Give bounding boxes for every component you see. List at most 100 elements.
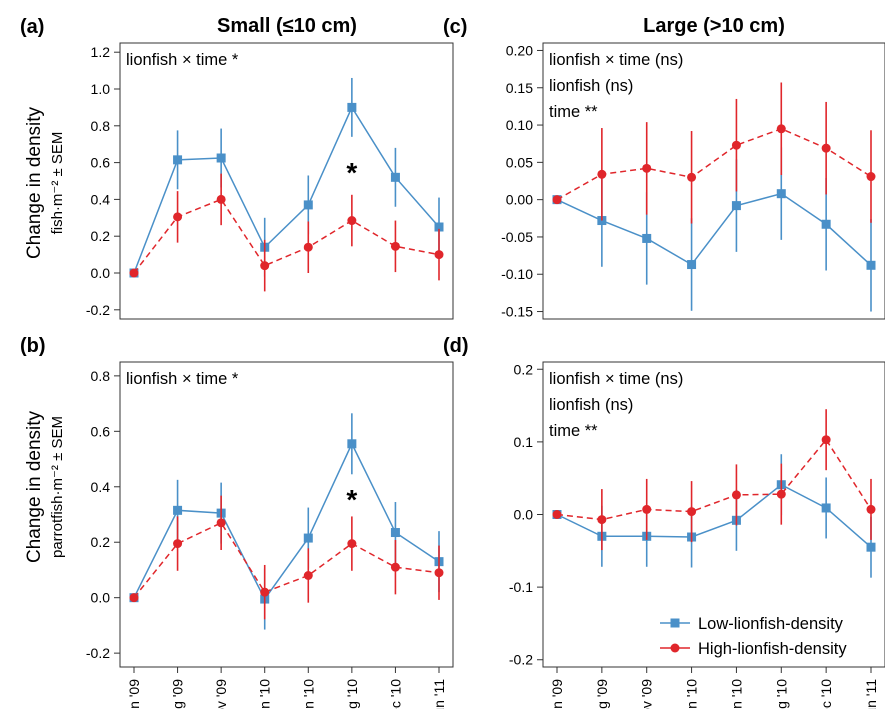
x-tick-label: Jan '10 <box>257 679 273 709</box>
y-tick-label: 0.4 <box>91 191 111 207</box>
data-point <box>821 143 831 153</box>
y-tick-label: 0.20 <box>506 42 533 58</box>
y-axis-units-top: fish·m⁻² ± SEM <box>49 132 66 235</box>
data-point <box>597 169 607 179</box>
data-point <box>552 195 562 205</box>
plot-frame <box>119 42 454 320</box>
stats-annotation: lionfish (ns) <box>549 77 633 95</box>
data-point <box>687 172 697 182</box>
y-tick-label: 0.00 <box>506 192 533 208</box>
panel-a: (a) -0.2 0.0 0.2 0.4 0.6 0.8 1.0 1.2 lionfish × t… <box>20 16 454 320</box>
x-tick-label: Jun '11 <box>863 679 879 709</box>
data-point <box>866 172 876 182</box>
data-point <box>731 201 741 211</box>
data-point <box>216 153 226 163</box>
data-point <box>173 505 183 515</box>
panel-label: (c) <box>443 16 467 38</box>
y-tick-label: 0.2 <box>91 228 111 244</box>
y-tick-label: -0.05 <box>501 229 533 245</box>
data-point <box>866 542 876 552</box>
data-point <box>434 568 444 578</box>
y-axis-title-bottom: Change in density <box>24 410 45 563</box>
legend-marker-low <box>670 618 680 628</box>
y-tick-label: 0.0 <box>91 265 111 281</box>
column-title-large: Large (>10 cm) <box>643 15 785 37</box>
series-line <box>556 483 872 548</box>
data-point <box>731 490 741 500</box>
y-axis-units-bottom: parrotfish·m⁻² ± SEM <box>49 416 66 558</box>
y-tick-label: 1.0 <box>91 81 111 97</box>
data-point <box>866 260 876 270</box>
stats-annotation: lionfish × time * <box>126 370 239 388</box>
data-point <box>347 539 357 549</box>
x-tick-label: Aug '09 <box>594 679 610 709</box>
data-point <box>347 439 357 449</box>
y-tick-label: 0.2 <box>91 534 111 550</box>
y-tick-label: 0.05 <box>506 154 533 170</box>
data-point <box>642 233 652 243</box>
data-point <box>260 587 270 597</box>
plot-frame <box>119 361 454 668</box>
stats-annotation: lionfish × time (ns) <box>549 370 683 388</box>
series-line <box>133 521 440 599</box>
data-point <box>129 593 139 603</box>
panel-b: (b) -0.2 0.0 0.2 0.4 0.6 0.8 lionfish × time * * <box>20 335 454 668</box>
y-tick-label: 0.2 <box>514 361 534 377</box>
data-point <box>216 194 226 204</box>
data-point <box>776 489 786 499</box>
y-tick-label: -0.10 <box>501 266 533 282</box>
y-tick-label: 0.4 <box>91 479 111 495</box>
panels: (a) -0.2 0.0 0.2 0.4 0.6 0.8 1.0 1.2 lionfish × t… <box>20 16 885 668</box>
y-tick-label: -0.2 <box>86 302 110 318</box>
x-tick-label: Aug '09 <box>170 679 186 709</box>
y-tick-label: 0.6 <box>91 423 111 439</box>
y-tick-label: 0.0 <box>91 590 111 606</box>
series-line <box>133 442 440 601</box>
data-point <box>731 140 741 150</box>
panel-label: (a) <box>20 16 44 38</box>
data-point <box>866 504 876 514</box>
stats-annotation: lionfish × time * <box>126 51 239 69</box>
data-point <box>821 503 831 513</box>
data-point <box>303 242 313 252</box>
data-point <box>597 515 607 525</box>
data-point <box>642 504 652 514</box>
data-point <box>390 562 400 572</box>
data-point <box>776 189 786 199</box>
x-tick-label: Nov '09 <box>639 679 655 709</box>
x-tick-label: Jun '09 <box>549 679 565 709</box>
legend: Low-lionfish-density High-lionfish-densi… <box>660 615 847 658</box>
y-tick-label: 0.0 <box>514 507 534 523</box>
data-point <box>129 268 139 278</box>
y-tick-label: -0.15 <box>501 304 533 320</box>
plot-frame <box>542 42 885 320</box>
data-point <box>821 435 831 445</box>
y-tick-label: 0.8 <box>91 118 111 134</box>
data-point <box>642 163 652 173</box>
series-line <box>556 438 872 521</box>
y-tick-label: 0.6 <box>91 155 111 171</box>
data-point <box>821 219 831 229</box>
series-line <box>133 198 440 274</box>
data-point <box>347 216 357 226</box>
stats-annotation: lionfish (ns) <box>549 396 633 414</box>
data-point <box>347 102 357 112</box>
panel-d: (d) -0.2 -0.1 0.0 0.1 0.2 lionfish × time (ns)… <box>443 335 885 668</box>
data-point <box>390 528 400 538</box>
x-tick-label: Aug '10 <box>773 679 789 709</box>
data-point <box>434 250 444 260</box>
y-axis-title-top: Change in density <box>24 106 45 259</box>
data-point <box>303 533 313 543</box>
data-point <box>687 260 697 270</box>
y-tick-label: -0.2 <box>509 652 533 668</box>
legend-marker-high <box>670 643 680 653</box>
x-tick-label: Dec '10 <box>387 679 403 709</box>
x-tick-label: Jun '10 <box>300 679 316 709</box>
x-tick-label: Jan '10 <box>684 679 700 709</box>
stats-annotation: lionfish × time (ns) <box>549 51 683 69</box>
y-tick-label: -0.2 <box>86 645 110 661</box>
y-tick-label: -0.1 <box>509 579 533 595</box>
data-point <box>434 222 444 232</box>
y-tick-label: 0.1 <box>514 434 534 450</box>
